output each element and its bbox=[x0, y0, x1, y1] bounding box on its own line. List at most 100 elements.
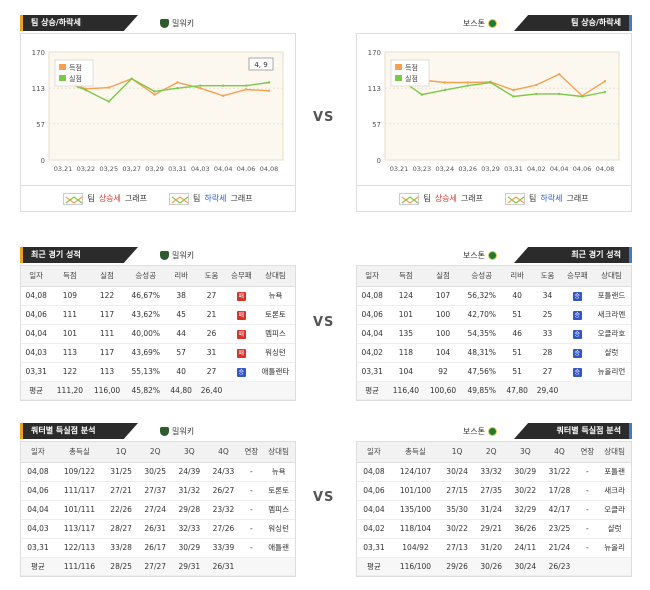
table-cell: 36/26 bbox=[508, 519, 543, 539]
series-point[interactable] bbox=[107, 100, 110, 103]
table-cell: 오클라호 bbox=[591, 324, 631, 344]
average-cell: 30/26 bbox=[474, 557, 509, 576]
series-point[interactable] bbox=[580, 95, 584, 98]
column-header: 도움 bbox=[532, 266, 563, 287]
series-point[interactable] bbox=[558, 73, 561, 76]
table-row[interactable]: 04,08 124/107 30/24 33/32 30/29 31/22- 포틀랜 bbox=[357, 462, 631, 482]
table-cell: 56,32% bbox=[461, 286, 502, 306]
series-point[interactable] bbox=[535, 92, 538, 96]
table-row[interactable]: 03,31 122/113 33/28 26/17 30/29 33/39- 애틀랜 bbox=[21, 538, 295, 558]
series-point[interactable] bbox=[420, 93, 424, 96]
table-row[interactable]: 04,08 124 107 56,32% 40 34 승 포틀랜드 bbox=[357, 286, 631, 306]
table-row[interactable]: 04,08 109/122 31/25 30/25 24/39 24/33- 뉴욕 bbox=[21, 462, 295, 482]
left-legend-up[interactable]: 팀 상승세 그래프 bbox=[63, 192, 147, 205]
series-point[interactable] bbox=[244, 84, 248, 87]
table-cell: 토론토 bbox=[255, 305, 295, 325]
series-point[interactable] bbox=[107, 86, 110, 89]
series-point[interactable] bbox=[84, 88, 88, 92]
table-row[interactable]: 04,04 101 111 40,00% 44 26 패 멤피스 bbox=[21, 324, 295, 344]
series-point[interactable] bbox=[489, 81, 492, 84]
table-row[interactable]: 04,04 101/111 22/26 27/24 29/28 23/32- 멤피스 bbox=[21, 500, 295, 520]
loss-badge: 패 bbox=[236, 291, 246, 301]
table-cell: 새크라멘 bbox=[591, 305, 631, 325]
table-cell: 뉴올리 bbox=[598, 538, 631, 558]
series-point[interactable] bbox=[267, 89, 271, 92]
table-cell: 04,02 bbox=[357, 519, 391, 539]
series-point[interactable] bbox=[199, 87, 202, 90]
table-row[interactable]: 04,04 135 100 54,35% 46 33 승 오클라호 bbox=[357, 324, 631, 344]
table-cell: 31/32 bbox=[172, 481, 207, 501]
y-tick-label: 170 bbox=[368, 49, 381, 57]
series-point[interactable] bbox=[153, 93, 156, 96]
table-row[interactable]: 03,31 122 113 55,13% 40 27 승 애틀랜타 bbox=[21, 362, 295, 382]
milwaukee-logo-icon bbox=[160, 19, 169, 28]
right-legend-bar: 팀 상승세 그래프 팀 하락세 그래프 bbox=[356, 186, 632, 212]
left-quarter-table: 일자 총득실 1Q 2Q 3Q 4Q 연장 상대팀 04,08 109/122 31/25 30/25… bbox=[21, 442, 295, 576]
series-point[interactable] bbox=[603, 90, 607, 94]
table-cell: 23/25 bbox=[542, 519, 577, 539]
x-tick-label: 04,04 bbox=[550, 165, 569, 173]
result-cell: 패 bbox=[226, 324, 256, 344]
table-cell: 33/39 bbox=[206, 538, 241, 558]
table-cell: 24/39 bbox=[172, 462, 207, 482]
y-tick-label: 170 bbox=[32, 49, 45, 57]
table-row[interactable]: 04,06 101/100 27/15 27/35 30/22 17/28- 새크라 bbox=[357, 481, 631, 501]
series-point[interactable] bbox=[466, 81, 469, 84]
table-cell: 멤피스 bbox=[255, 324, 295, 344]
table-row[interactable]: 04,04 135/100 35/30 31/24 32/29 42/17- 오클라 bbox=[357, 500, 631, 520]
series-point[interactable] bbox=[603, 80, 607, 83]
x-tick-label: 03,21 bbox=[390, 165, 409, 173]
table-cell: 40 bbox=[501, 286, 533, 306]
table-row[interactable]: 04,02 118 104 48,31% 51 28 승 샬럿 bbox=[357, 343, 631, 363]
table-row[interactable]: 04,03 113 117 43,69% 57 31 패 워싱턴 bbox=[21, 343, 295, 363]
right-quarter-header: 보스톤 쿼터별 득실점 분석 bbox=[356, 418, 632, 442]
average-cell bbox=[598, 557, 631, 576]
series-point[interactable] bbox=[466, 84, 469, 87]
series-point[interactable] bbox=[130, 77, 133, 80]
series-point[interactable] bbox=[222, 84, 225, 87]
table-row[interactable]: 04,03 113/117 28/27 26/31 32/33 27/26- 워싱턴 bbox=[21, 519, 295, 539]
table-cell: 111 bbox=[51, 305, 89, 325]
series-point[interactable] bbox=[244, 88, 248, 91]
right-legend-up[interactable]: 팀 상승세 그래프 bbox=[399, 192, 483, 205]
table-row[interactable]: 04,06 111 117 43,62% 45 21 패 토론토 bbox=[21, 305, 295, 325]
boston-logo-icon bbox=[488, 427, 497, 436]
x-tick-label: 04,08 bbox=[260, 165, 279, 173]
series-point[interactable] bbox=[222, 94, 225, 98]
table-row[interactable]: 04,08 109 122 46,67% 38 27 패 뉴욕 bbox=[21, 286, 295, 306]
column-header: 승성공 bbox=[461, 266, 502, 287]
left-legend-up-word: 상승세 bbox=[98, 194, 121, 203]
table-cell: 포틀랜 bbox=[598, 462, 631, 482]
table-cell: 124/107 bbox=[390, 462, 441, 482]
table-row[interactable]: 04,02 118/104 30/22 29/21 36/26 23/25- 샬럿 bbox=[357, 519, 631, 539]
series-point[interactable] bbox=[512, 95, 515, 98]
table-row[interactable]: 03,31 104 92 47,56% 51 27 승 뉴올리언 bbox=[357, 362, 631, 382]
series-point[interactable] bbox=[512, 88, 515, 92]
series-point[interactable] bbox=[443, 88, 446, 92]
table-cell: - bbox=[576, 481, 599, 501]
table-cell: 30/22 bbox=[440, 519, 475, 539]
series-point[interactable] bbox=[176, 87, 179, 90]
right-legend-up-suffix: 그래프 bbox=[460, 194, 483, 203]
table-cell: 26 bbox=[196, 324, 227, 344]
y-tick-label: 57 bbox=[372, 121, 381, 129]
series-point[interactable] bbox=[176, 81, 179, 84]
average-cell: 평균 bbox=[357, 557, 391, 576]
table-cell: 113/117 bbox=[54, 519, 105, 539]
table-cell: 28 bbox=[532, 343, 563, 363]
table-cell: 03,31 bbox=[21, 538, 55, 558]
series-point[interactable] bbox=[199, 84, 202, 87]
left-recent-panel: 최근 경기 성적 밀워키 일자 득점 실점 승성공 리바 도움 승무패 상대팀 04,08 109… bbox=[20, 242, 296, 401]
table-row[interactable]: 04,06 111/117 27/21 27/37 31/32 26/27- 토론토 bbox=[21, 481, 295, 501]
series-point[interactable] bbox=[153, 90, 156, 93]
column-header: 승무패 bbox=[226, 266, 256, 287]
table-row[interactable]: 04,06 101 100 42,70% 51 25 승 새크라멘 bbox=[357, 305, 631, 325]
table-cell: 104/92 bbox=[390, 538, 441, 558]
series-point[interactable] bbox=[535, 83, 538, 87]
series-point[interactable] bbox=[267, 81, 271, 84]
right-legend-down[interactable]: 팀 하락세 그래프 bbox=[505, 192, 589, 205]
table-row[interactable]: 03,31 104/92 27/13 31/20 24/11 21/24- 뉴올리 bbox=[357, 538, 631, 558]
series-point[interactable] bbox=[443, 81, 446, 84]
series-point[interactable] bbox=[558, 92, 561, 96]
left-legend-down[interactable]: 팀 하락세 그래프 bbox=[169, 192, 253, 205]
